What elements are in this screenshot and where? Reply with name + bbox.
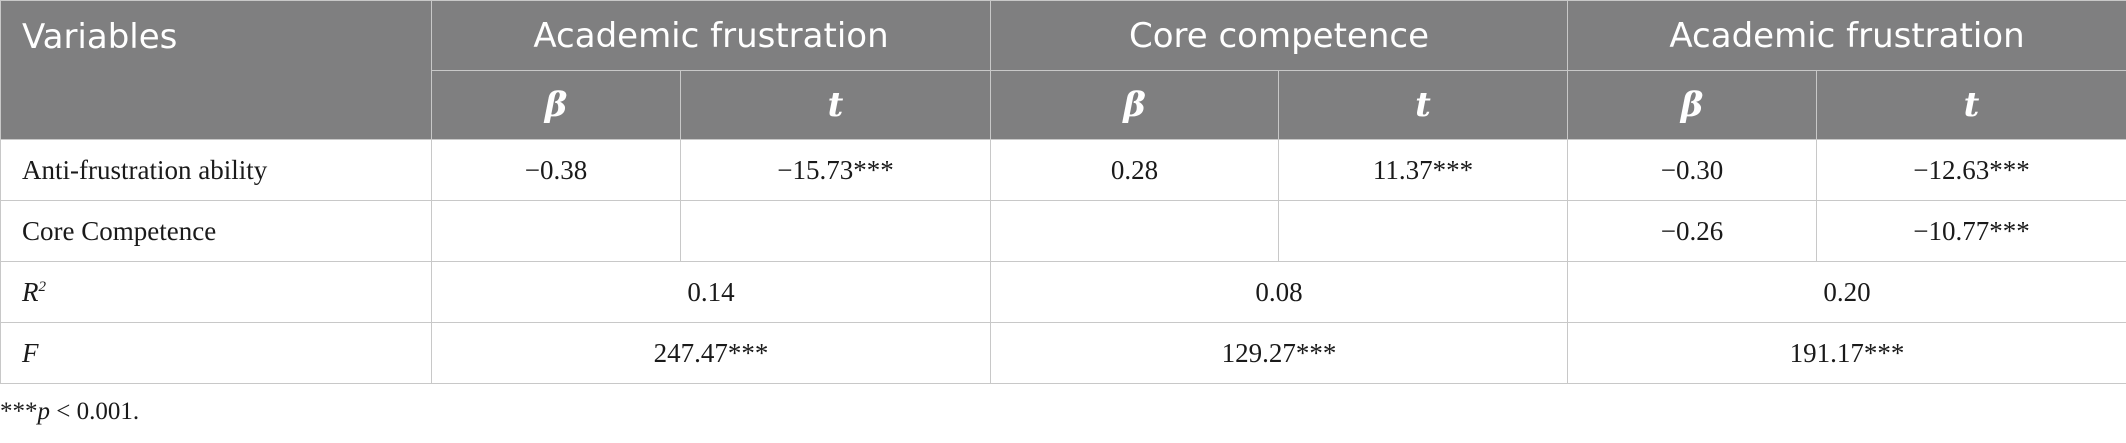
table-cell: −12.63***: [1816, 139, 2126, 201]
table-cell: 129.27***: [990, 322, 1568, 384]
table-cell: −10.77***: [1816, 200, 2126, 262]
footnote-stars: ***: [0, 398, 38, 425]
regression-table: Variables Academic frustration Core comp…: [0, 0, 2126, 384]
table-cell: 247.47***: [431, 322, 991, 384]
table-row: Anti-frustration ability −0.38 −15.73***…: [0, 139, 2126, 201]
header-beta: β: [431, 70, 681, 140]
header-t: t: [1816, 70, 2126, 140]
row-label-r-squared: R2: [0, 261, 432, 323]
table-cell: −15.73***: [680, 139, 991, 201]
header-group-core-competence: Core competence: [990, 0, 1568, 71]
footnote-p: p: [37, 398, 51, 425]
table-cell: [431, 200, 681, 262]
table-cell: [680, 200, 991, 262]
row-label: Core Competence: [0, 200, 432, 262]
r-superscript: 2: [38, 278, 47, 295]
header-variables: Variables: [0, 0, 432, 140]
header-group-academic-frustration-1: Academic frustration: [431, 0, 991, 71]
table-row: Core Competence −0.26 −10.77***: [0, 200, 2126, 262]
table-cell: −0.30: [1567, 139, 1817, 201]
header-beta: β: [1567, 70, 1817, 140]
header-t: t: [1278, 70, 1568, 140]
table-cell: 191.17***: [1567, 322, 2126, 384]
header-group-academic-frustration-2: Academic frustration: [1567, 0, 2126, 71]
header-beta: β: [990, 70, 1279, 140]
header-t: t: [680, 70, 991, 140]
table-cell: −0.38: [431, 139, 681, 201]
table-footnote: ***p < 0.001.: [0, 398, 139, 426]
table-cell: 11.37***: [1278, 139, 1568, 201]
row-label-f: F: [0, 322, 432, 384]
table-cell: 0.28: [990, 139, 1279, 201]
table-cell: 0.14: [431, 261, 991, 323]
footnote-text: < 0.001.: [50, 398, 140, 425]
r-letter: R: [22, 276, 39, 307]
table-cell: −0.26: [1567, 200, 1817, 262]
table-cell: [1278, 200, 1568, 262]
table-cell: [990, 200, 1279, 262]
table-cell: 0.20: [1567, 261, 2126, 323]
row-label: Anti-frustration ability: [0, 139, 432, 201]
table-cell: 0.08: [990, 261, 1568, 323]
table-row-f: F 247.47*** 129.27*** 191.17***: [0, 322, 2126, 384]
table-row-r-squared: R2 0.14 0.08 0.20: [0, 261, 2126, 323]
